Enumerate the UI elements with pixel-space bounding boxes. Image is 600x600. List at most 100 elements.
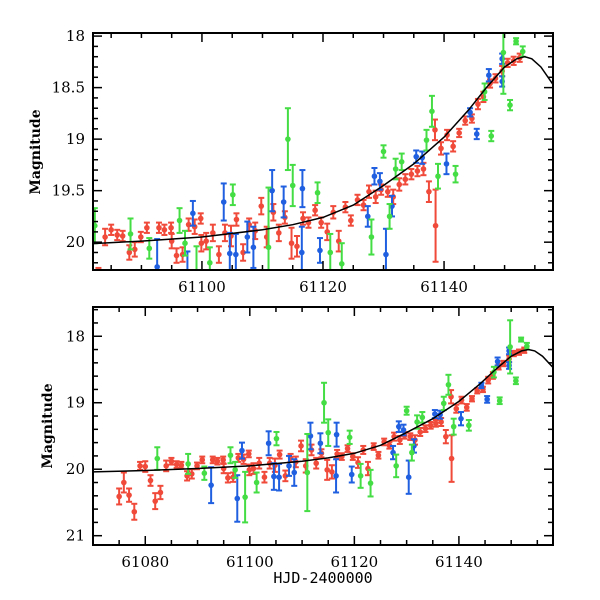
red-data-point — [168, 221, 175, 234]
green-data-point — [289, 163, 296, 208]
green-data-point — [182, 229, 188, 257]
blue-data-point — [333, 458, 340, 494]
red-data-point — [59, 272, 65, 293]
blue-data-point — [154, 238, 161, 270]
red-data-point — [271, 457, 278, 473]
green-data-point — [386, 203, 393, 230]
green-data-point — [380, 144, 387, 159]
y-tick-label: 19 — [66, 130, 85, 148]
green-data-point — [445, 373, 452, 396]
blue-data-point — [419, 150, 426, 165]
x-tick-label: 61120 — [299, 278, 347, 296]
bottom-axes-frame — [92, 306, 554, 546]
red-data-point — [396, 177, 403, 192]
red-data-point — [402, 173, 409, 186]
y-tick-label: 18 — [66, 27, 85, 45]
blue-data-point — [189, 199, 196, 227]
red-data-point — [462, 115, 469, 126]
red-data-point — [427, 421, 434, 430]
green-data-point — [357, 462, 364, 489]
green-data-point — [146, 237, 153, 260]
green-data-point — [368, 218, 375, 256]
green-data-point — [419, 411, 426, 424]
green-data-point — [338, 242, 345, 270]
green-data-point — [496, 396, 503, 406]
x-tick-label: 61140 — [435, 553, 483, 571]
blue-data-point — [478, 381, 485, 390]
green-data-point — [253, 471, 260, 494]
blue-data-point — [232, 232, 239, 270]
blue-data-point — [333, 421, 340, 448]
red-data-point — [116, 487, 123, 506]
blue-series — [208, 346, 513, 523]
red-data-point — [168, 456, 175, 466]
blue-data-point — [317, 432, 324, 455]
red-data-point — [298, 439, 305, 453]
blue-data-point — [348, 465, 355, 484]
green-data-point — [227, 446, 234, 465]
red-data-point — [504, 57, 511, 69]
red-data-point — [417, 426, 424, 437]
red-data-point — [328, 464, 335, 480]
blue-data-point — [234, 474, 241, 523]
red-data-point — [266, 456, 273, 470]
red-data-point — [330, 205, 337, 220]
green-data-point — [465, 419, 472, 432]
blue-data-point — [395, 420, 402, 433]
blue-data-point — [244, 220, 251, 254]
green-data-point — [507, 98, 514, 112]
green-data-point — [193, 245, 200, 270]
green-data-point — [435, 162, 441, 190]
red-data-point — [438, 141, 445, 156]
blue-series — [154, 52, 506, 270]
blue-data-point — [270, 462, 277, 491]
green-data-point — [452, 164, 459, 184]
green-data-point — [512, 376, 519, 386]
red-data-point — [119, 229, 126, 243]
red-data-point — [324, 222, 331, 242]
green-data-point — [185, 452, 192, 475]
y-tick-label: 19 — [66, 394, 85, 412]
green-series — [154, 319, 530, 524]
red-data-point — [366, 184, 372, 199]
green-data-point — [398, 152, 405, 172]
red-data-point — [324, 458, 331, 481]
red-data-point — [422, 424, 429, 433]
blue-data-point — [484, 395, 491, 404]
blue-data-point — [364, 205, 371, 228]
red-data-point — [173, 247, 180, 264]
red-data-point — [224, 472, 231, 484]
red-data-point — [214, 456, 221, 466]
green-data-point — [450, 417, 457, 436]
x-tick-label: 61120 — [331, 553, 379, 571]
red-data-point — [131, 241, 138, 258]
green-data-point — [327, 232, 334, 270]
green-data-point — [232, 460, 239, 479]
red-data-point — [450, 140, 457, 153]
red-data-point — [414, 164, 421, 178]
blue-data-point — [286, 454, 293, 477]
green-data-point — [488, 129, 495, 143]
blue-data-point — [485, 68, 492, 83]
green-data-point — [500, 33, 507, 95]
red-data-point — [448, 434, 455, 483]
red-data-point — [157, 484, 164, 501]
red-data-point — [282, 469, 289, 483]
green-data-point — [507, 319, 514, 375]
green-data-point — [127, 217, 134, 251]
x-tick-label: 61100 — [226, 553, 274, 571]
red-data-point — [256, 456, 263, 470]
green-data-point — [403, 405, 410, 416]
red-data-point — [432, 419, 439, 428]
green-data-point — [392, 157, 399, 181]
green-data-point — [428, 94, 435, 128]
red-data-point — [288, 226, 295, 260]
green-data-point — [321, 381, 328, 424]
red-data-point — [456, 127, 463, 139]
green-data-point — [176, 207, 183, 234]
green-data-point — [314, 181, 321, 205]
blue-data-point — [280, 185, 287, 219]
red-data-point — [258, 196, 265, 216]
y-tick-label: 18 — [66, 327, 85, 345]
